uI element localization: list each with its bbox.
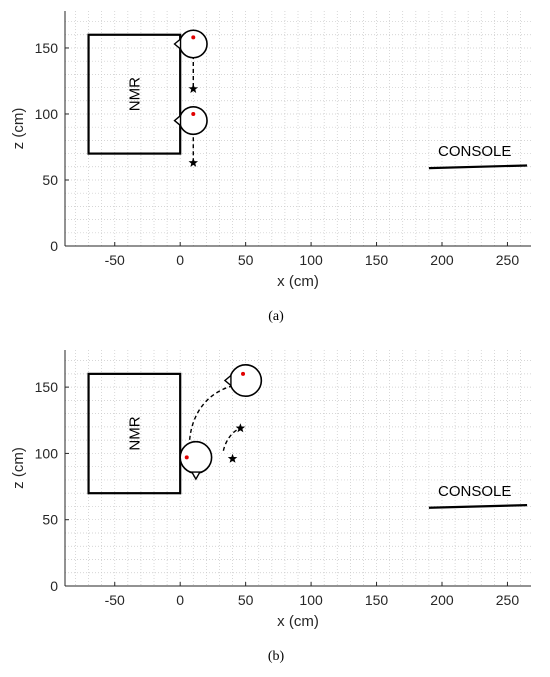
target-star bbox=[227, 453, 238, 463]
x-tick-label: 150 bbox=[365, 592, 389, 608]
x-tick-label: 0 bbox=[176, 592, 184, 608]
y-tick-label: 0 bbox=[50, 238, 58, 254]
console-line bbox=[428, 504, 528, 509]
y-tick-label: 150 bbox=[35, 379, 59, 395]
x-tick-label: 100 bbox=[299, 592, 323, 608]
x-tick-label: 100 bbox=[299, 252, 323, 268]
trajectory-path bbox=[188, 383, 240, 447]
console-label: CONSOLE bbox=[438, 483, 511, 500]
x-tick-label: 200 bbox=[430, 592, 454, 608]
panel-b: -50 0 50 100 150 200 250 0 50 100 150 x (cm) z (cm) N… bbox=[10, 350, 531, 664]
head-circle bbox=[229, 363, 263, 398]
eye-dot bbox=[191, 35, 196, 40]
eye-dot bbox=[191, 111, 196, 116]
target-star bbox=[188, 83, 199, 93]
y-tick-label: 100 bbox=[35, 106, 59, 122]
y-tick-label: 0 bbox=[50, 578, 58, 594]
y-axis-label: z (cm) bbox=[10, 447, 27, 489]
eye-dot bbox=[241, 371, 246, 376]
nose-marker bbox=[223, 373, 232, 387]
x-axis-label: x (cm) bbox=[277, 613, 319, 630]
x-tick-label: 50 bbox=[238, 252, 254, 268]
y-tick-label: 50 bbox=[42, 512, 58, 528]
nose-marker bbox=[173, 114, 182, 128]
console-label: CONSOLE bbox=[438, 143, 511, 160]
x-tick-label: 250 bbox=[496, 592, 520, 608]
trajectory-path bbox=[222, 427, 241, 451]
nmr-box bbox=[87, 33, 182, 155]
x-tick-label: -50 bbox=[105, 592, 125, 608]
x-tick-label: 200 bbox=[430, 252, 454, 268]
eye-dot bbox=[184, 455, 189, 460]
x-tick-label: 250 bbox=[496, 252, 520, 268]
x-tick-label: 50 bbox=[238, 592, 254, 608]
x-axis-label: x (cm) bbox=[277, 273, 319, 290]
console-line bbox=[428, 164, 528, 170]
head-circle bbox=[178, 29, 208, 59]
y-tick-label: 100 bbox=[35, 445, 59, 461]
y-axis-label: z (cm) bbox=[10, 108, 27, 150]
panel-caption: (a) bbox=[268, 309, 284, 324]
x-tick-label: 0 bbox=[176, 252, 184, 268]
target-star bbox=[235, 423, 246, 433]
x-tick-label: 150 bbox=[365, 252, 389, 268]
panel-caption: (b) bbox=[268, 649, 285, 664]
nmr-box bbox=[87, 372, 182, 495]
y-tick-label: 50 bbox=[42, 172, 58, 188]
nmr-label: NMR bbox=[126, 77, 143, 111]
target-star bbox=[188, 157, 199, 167]
nmr-label: NMR bbox=[126, 416, 143, 450]
x-tick-label: -50 bbox=[105, 252, 125, 268]
y-tick-label: 150 bbox=[35, 40, 59, 56]
head-circle bbox=[178, 106, 208, 136]
panel-a: -50 0 50 100 150 200 250 0 50 100 150 x (cm) z (cm) N… bbox=[10, 11, 531, 324]
nose-marker bbox=[173, 37, 182, 51]
nose-marker bbox=[190, 471, 202, 481]
